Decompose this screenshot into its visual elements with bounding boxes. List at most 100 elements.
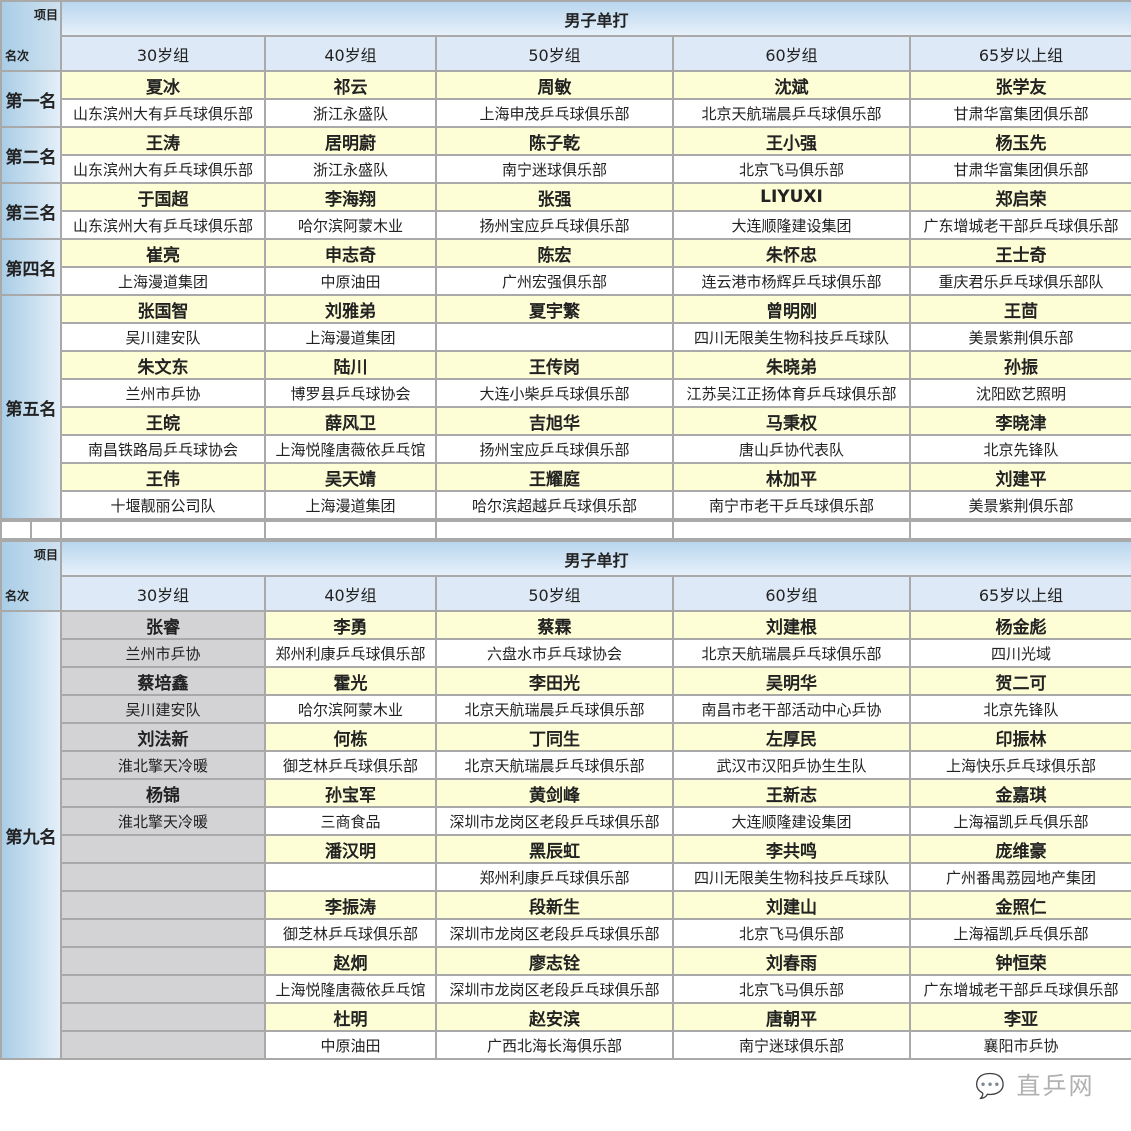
player-team: 郑州利康乒乓球俱乐部 (435, 862, 674, 892)
player-name: 祁云 (264, 70, 437, 100)
player-team: 南宁迷球俱乐部 (435, 154, 674, 184)
player-team: 山东滨州大有乒乓球俱乐部 (60, 210, 266, 240)
player-name: 赵安滨 (435, 1002, 674, 1032)
player-team: 唐山乒协代表队 (672, 434, 911, 464)
name-row: 蔡培鑫 霍光 李田光 吴明华 贺二可 (1, 666, 1131, 696)
team-row: 山东滨州大有乒乓球俱乐部 浙江永盛队 上海申茂乒乓球俱乐部 北京天航瑞晨乒乓球俱乐部甘… (1, 98, 1131, 128)
age-group-header: 65岁以上组 (909, 35, 1131, 72)
spacer-rows (0, 520, 1131, 540)
player-team: 北京飞马俱乐部 (672, 974, 911, 1004)
event-title: 男子单打 (60, 540, 1131, 577)
player-team: 上海漫道集团 (60, 266, 266, 296)
player-name: 吴天靖 (264, 462, 437, 492)
rank-label-cell: 第四名 (0, 238, 62, 296)
player-team: 武汉市汉阳乒协生生队 (672, 750, 911, 780)
player-team (60, 974, 266, 1004)
age-group-header: 30岁组 (60, 35, 266, 72)
header-row-event: 项目 名次 男子单打 (0, 0, 1131, 72)
player-team: 哈尔滨超越乒乓球俱乐部 (435, 490, 674, 520)
name-row: 刘法新 何栋 丁同生 左厚民 印振林 (1, 722, 1131, 752)
player-team: 北京飞马俱乐部 (672, 918, 911, 948)
player-team: 北京飞马俱乐部 (672, 154, 911, 184)
name-row: 第二名 王涛 居明蔚 陈子乾 王小强 杨玉先 (0, 126, 1131, 184)
player-team: 四川无限美生物科技乒乓球队 (672, 322, 911, 352)
name-row: 朱文东 陆川 王传岗 朱晓弟 孙振 (1, 350, 1131, 380)
player-name: 李晓津 (909, 406, 1131, 436)
team-row: 吴川建安队 上海漫道集团 四川无限美生物科技乒乓球队 美景紫荆俱乐部 (1, 322, 1131, 352)
player-team: 南宁市老干乒乓球俱乐部 (672, 490, 911, 520)
player-name: 霍光 (264, 666, 437, 696)
player-name: 孙宝军 (264, 778, 437, 808)
player-name: 朱文东 (60, 350, 266, 380)
player-team: 江苏吴江正扬体育乒乓球俱乐部 (672, 378, 911, 408)
player-name: 刘法新 (60, 722, 266, 752)
team-row: 郑州利康乒乓球俱乐部 四川无限美生物科技乒乓球队 广州番禺荔园地产集团 (1, 862, 1131, 892)
player-name: 李海翔 (264, 182, 437, 212)
player-name: 贺二可 (909, 666, 1131, 696)
name-row: 杨锦 孙宝军 黄剑峰 王新志 金嘉琪 (1, 778, 1131, 808)
player-name: 黄剑峰 (435, 778, 674, 808)
player-team: 山东滨州大有乒乓球俱乐部 (60, 98, 266, 128)
player-team: 大连顺隆建设集团 (672, 210, 911, 240)
player-team: 深圳市龙岗区老段乒乓球俱乐部 (435, 918, 674, 948)
player-name: 唐朝平 (672, 1002, 911, 1032)
player-team: 上海漫道集团 (264, 322, 437, 352)
player-team (60, 862, 266, 892)
player-team: 御芝林乒乓球俱乐部 (264, 918, 437, 948)
player-name: 王传岗 (435, 350, 674, 380)
player-name: 刘春雨 (672, 946, 911, 976)
player-name: 李田光 (435, 666, 674, 696)
rank-label-cell: 第三名 (0, 182, 62, 240)
player-name: 王伟 (60, 462, 266, 492)
player-team: 北京天航瑞晨乒乓球俱乐部 (672, 98, 911, 128)
name-row: 第四名 崔亮 申志奇 陈宏 朱怀忠 王士奇 (0, 238, 1131, 296)
player-name: 李共鸣 (672, 834, 911, 864)
player-team: 广州宏强俱乐部 (435, 266, 674, 296)
player-team: 哈尔滨阿蒙木业 (264, 694, 437, 724)
player-team: 上海悦隆唐薇依乒乓馆 (264, 974, 437, 1004)
player-name: 金嘉琪 (909, 778, 1131, 808)
player-name: 黑辰虹 (435, 834, 674, 864)
player-name: 陈宏 (435, 238, 674, 268)
player-team (60, 918, 266, 948)
player-team: 山东滨州大有乒乓球俱乐部 (60, 154, 266, 184)
team-row: 淮北擎天冷暖 御芝林乒乓球俱乐部 北京天航瑞晨乒乓球俱乐部 武汉市汉阳乒协生生队 上海快… (1, 750, 1131, 780)
player-name: 赵炯 (264, 946, 437, 976)
player-team (435, 322, 674, 352)
results-table-top: 项目 名次 男子单打 30岁组 40岁组 50岁组 60岁组 65岁以上组 第一名 夏冰 祁云 周敏沈… (0, 0, 1131, 520)
player-name: 蔡霖 (435, 610, 674, 640)
player-name: 张国智 (60, 294, 266, 324)
age-group-header: 60岁组 (672, 575, 911, 612)
team-row: 十堰靓丽公司队 上海漫道集团 哈尔滨超越乒乓球俱乐部 南宁市老干乒乓球俱乐部 美景紫荆俱… (1, 490, 1131, 520)
player-name: 王士奇 (909, 238, 1131, 268)
player-name: 潘汉明 (264, 834, 437, 864)
player-name: 郑启荣 (909, 182, 1131, 212)
name-row: 潘汉明 黑辰虹 李共鸣 庞维豪 (1, 834, 1131, 864)
player-team: 四川无限美生物科技乒乓球队 (672, 862, 911, 892)
player-name: 居明蔚 (264, 126, 437, 156)
player-name (60, 946, 266, 976)
player-name: 杨金彪 (909, 610, 1131, 640)
player-name: 曾明刚 (672, 294, 911, 324)
player-name: 夏宇繁 (435, 294, 674, 324)
player-team: 兰州市乒协 (60, 378, 266, 408)
player-team: 淮北擎天冷暖 (60, 806, 266, 836)
header-row-age-groups: 30岁组 40岁组 50岁组 60岁组 65岁以上组 (1, 35, 1131, 72)
name-row: 王皖 薛风卫 吉旭华 马秉权 李晓津 (1, 406, 1131, 436)
team-row: 山东滨州大有乒乓球俱乐部 哈尔滨阿蒙木业 扬州宝应乒乓球俱乐部 大连顺隆建设集团 广东增… (1, 210, 1131, 240)
player-name: 陆川 (264, 350, 437, 380)
player-name: 丁同生 (435, 722, 674, 752)
player-name: 王茴 (909, 294, 1131, 324)
player-name: 段新生 (435, 890, 674, 920)
player-team: 十堰靓丽公司队 (60, 490, 266, 520)
player-name: 蔡培鑫 (60, 666, 266, 696)
event-title: 男子单打 (60, 0, 1131, 37)
player-name: 王新志 (672, 778, 911, 808)
player-team: 扬州宝应乒乓球俱乐部 (435, 434, 674, 464)
player-team (60, 1030, 266, 1060)
player-team: 上海福凯乒乓俱乐部 (909, 806, 1131, 836)
player-team: 甘肃华富集团俱乐部 (909, 154, 1131, 184)
player-name: 王耀庭 (435, 462, 674, 492)
player-team: 大连小柴乒乓球俱乐部 (435, 378, 674, 408)
player-name: 李亚 (909, 1002, 1131, 1032)
